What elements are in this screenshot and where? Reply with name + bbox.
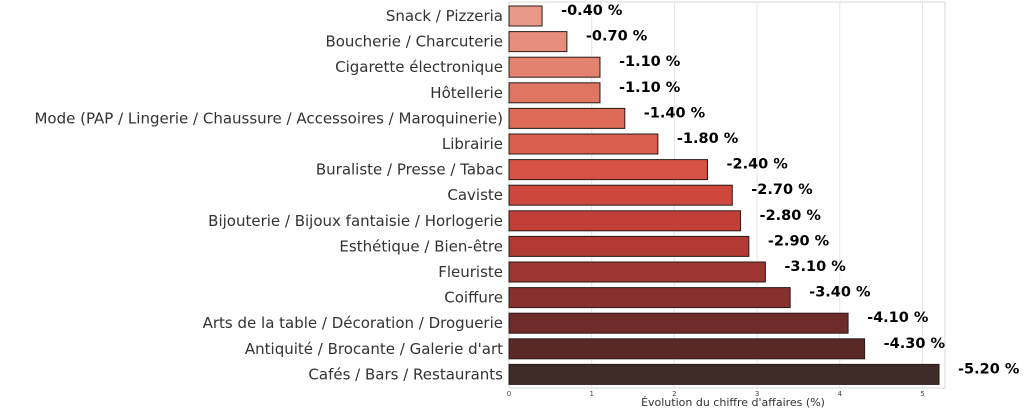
bar (508, 31, 568, 53)
value-label: -3.40 % (809, 285, 871, 301)
category-label: Hôtellerie (430, 84, 503, 102)
category-label: Antiquité / Brocante / Galerie d'art (245, 340, 503, 358)
value-label: -2.70 % (751, 182, 813, 198)
bar (508, 312, 849, 334)
value-label: -2.40 % (726, 157, 788, 173)
category-label: Caviste (447, 186, 503, 204)
x-tick-label: 1 (589, 390, 593, 398)
value-label: -2.80 % (760, 208, 822, 224)
value-label: -3.10 % (784, 259, 846, 275)
category-label: Esthétique / Bien-être (339, 237, 503, 255)
bar (508, 107, 626, 129)
category-label: Fleuriste (438, 263, 503, 281)
value-label: -1.10 % (619, 54, 681, 70)
bar (508, 210, 742, 232)
value-labels: -0.40 % -0.70 % -1.10 % -1.10 % -1.40 % -1.80… (561, 3, 1020, 377)
value-label: -5.20 % (958, 361, 1020, 377)
x-tick-labels: 0 1 2 3 4 5 (507, 390, 925, 398)
category-label: Buraliste / Presse / Tabac (316, 161, 503, 179)
category-label: Librairie (442, 135, 503, 153)
x-tick-label: 2 (672, 390, 676, 398)
value-label: -0.40 % (561, 3, 623, 19)
value-label: -1.80 % (677, 131, 739, 147)
bar (508, 184, 733, 206)
category-label: Snack / Pizzeria (386, 7, 503, 25)
bar (508, 82, 601, 104)
category-label: Arts de la table / Décoration / Drogueri… (203, 314, 503, 332)
value-label: -4.10 % (867, 310, 929, 326)
bar (508, 235, 750, 257)
bar (508, 5, 543, 27)
bar (508, 159, 708, 181)
category-label: Cafés / Bars / Restaurants (308, 365, 503, 383)
bars (508, 5, 940, 385)
bar (508, 338, 866, 360)
bar (508, 133, 659, 155)
x-tick-label: 4 (838, 390, 843, 398)
value-label: -1.40 % (644, 105, 706, 121)
value-label: -1.10 % (619, 80, 681, 96)
value-label: -2.90 % (768, 233, 830, 249)
category-labels: Snack / Pizzeria Boucherie / Charcuterie C… (34, 7, 503, 383)
bar (508, 261, 766, 283)
value-label: -4.30 % (884, 336, 946, 352)
value-label: -0.70 % (586, 29, 648, 45)
x-axis-title: Évolution du chiffre d'affaires (%) (641, 396, 825, 408)
category-label: Bijouterie / Bijoux fantaisie / Horloger… (208, 212, 503, 230)
category-label: Mode (PAP / Lingerie / Chaussure / Acces… (34, 109, 503, 127)
bar (508, 56, 601, 78)
bar (508, 287, 791, 309)
category-label: Coiffure (444, 289, 503, 307)
category-label: Cigarette électronique (335, 58, 503, 76)
x-tick-label: 3 (755, 390, 759, 398)
x-tick-label: 5 (920, 390, 924, 398)
category-label: Boucherie / Charcuterie (325, 33, 503, 51)
bar (508, 363, 940, 385)
x-tick-label: 0 (507, 390, 511, 398)
